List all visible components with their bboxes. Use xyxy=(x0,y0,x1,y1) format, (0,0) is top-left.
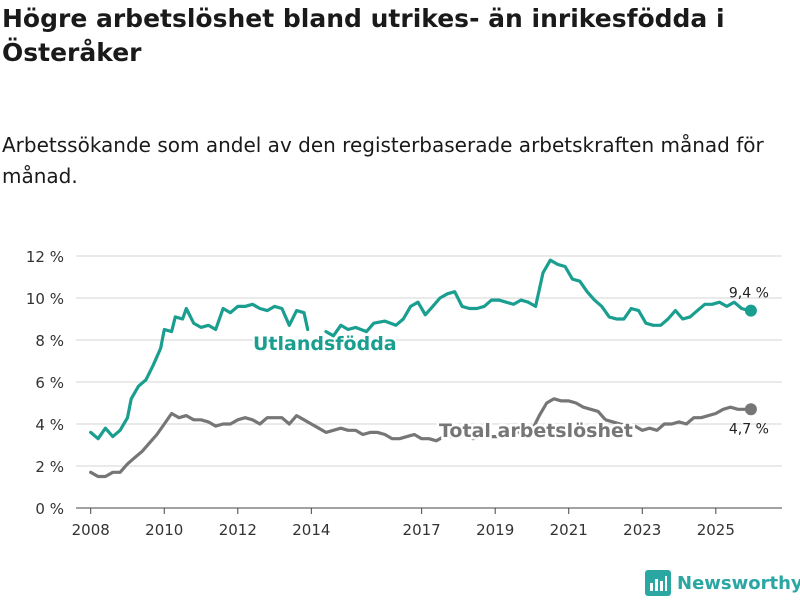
brand-name: Newsworthy xyxy=(677,572,800,594)
y-tick-label: 2 % xyxy=(35,458,64,476)
x-tick-label: 2019 xyxy=(476,521,514,539)
y-tick-label: 4 % xyxy=(35,416,64,434)
y-tick-label: 10 % xyxy=(26,290,64,308)
x-tick-label: 2014 xyxy=(292,521,330,539)
end-label-utlandsfodda: 9,4 % xyxy=(729,286,769,302)
x-tick-label: 2017 xyxy=(403,521,441,539)
newsworthy-logo-icon xyxy=(645,570,671,596)
x-tick-label: 2012 xyxy=(219,521,257,539)
end-label-total: 4,7 % xyxy=(729,421,769,437)
line-chart: 0 % 2 % 4 % 6 % 8 % 10 % 12 % 2008 2010 2012 2014… xyxy=(26,248,782,539)
series-lines xyxy=(89,258,757,479)
annotations: 9,4 % 4,7 % Utlandsfödda Total arbetslöshet xyxy=(251,286,769,445)
x-tick-label: 2025 xyxy=(697,521,735,539)
y-tick-label: 6 % xyxy=(35,374,64,392)
y-axis-ticks: 0 % 2 % 4 % 6 % 8 % 10 % 12 % xyxy=(26,248,64,518)
annotation-total: Total arbetslöshet xyxy=(439,420,633,442)
series-line-total xyxy=(89,397,751,479)
x-tick-label: 2023 xyxy=(623,521,661,539)
chart-subtitle: Arbetssökande som andel av den registerb… xyxy=(2,133,764,188)
chart-title: Högre arbetslöshet bland utrikes- än inr… xyxy=(2,4,725,67)
end-marker-total xyxy=(744,403,757,416)
x-axis: 2008 2010 2012 2014 2017 2019 2021 2023 2025 xyxy=(72,508,735,539)
x-tick-label: 2008 xyxy=(72,521,110,539)
annotation-utlandsfodda: Utlandsfödda xyxy=(253,333,397,355)
end-marker-utlandsfodda xyxy=(744,304,757,317)
x-tick-label: 2021 xyxy=(550,521,588,539)
y-tick-label: 12 % xyxy=(26,248,64,266)
gridlines xyxy=(76,255,782,509)
y-tick-label: 0 % xyxy=(35,500,64,518)
series-line-utlandsfodda xyxy=(89,258,751,441)
y-tick-label: 8 % xyxy=(35,332,64,350)
x-tick-label: 2010 xyxy=(145,521,183,539)
newsworthy-logo: Newsworthy xyxy=(645,568,800,598)
